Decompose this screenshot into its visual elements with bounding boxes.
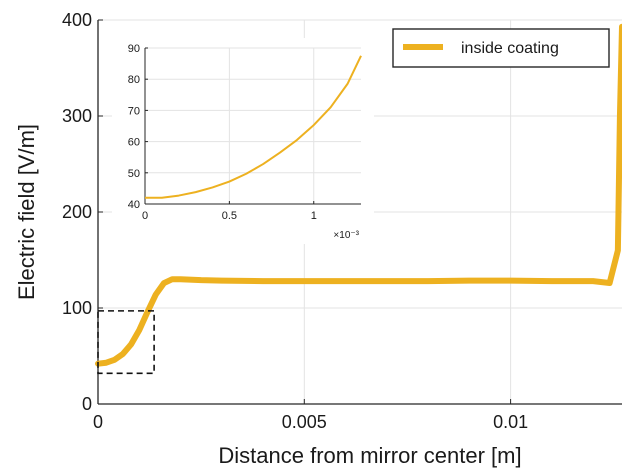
main-y-tick-label: 0 xyxy=(82,394,92,414)
inset-x-tick-label: 0.5 xyxy=(222,210,237,222)
inset-y-tick-label: 40 xyxy=(128,199,140,211)
inset-y-tick-label: 50 xyxy=(128,168,140,180)
main-y-tick-label: 100 xyxy=(62,298,92,318)
inset-x-tick-label: 1 xyxy=(311,210,317,222)
inset-y-tick-label: 80 xyxy=(128,74,140,86)
inset-y-tick-label: 90 xyxy=(128,43,140,55)
main-y-tick-label: 200 xyxy=(62,202,92,222)
inset-y-ticks: 40 50 60 70 80 90 xyxy=(128,43,148,211)
inset-x-exponent-label: ×10⁻³ xyxy=(333,230,359,241)
main-x-tick-label: 0 xyxy=(93,412,103,432)
y-axis-label: Electric field [V/m] xyxy=(14,124,39,300)
main-x-tick-label: 0.005 xyxy=(282,412,327,432)
inset-frame xyxy=(144,48,361,205)
main-x-tick-label: 0.01 xyxy=(493,412,528,432)
legend: inside coating xyxy=(392,28,610,68)
inset-x-tick-label: 0 xyxy=(142,210,148,222)
main-y-tick-label: 400 xyxy=(62,10,92,30)
inset-background xyxy=(112,38,374,244)
main-series xyxy=(95,23,622,367)
x-axis-label: Distance from mirror center [m] xyxy=(218,443,521,468)
main-y-tick-label: 300 xyxy=(62,106,92,126)
inset-series xyxy=(145,55,362,199)
inset-series-line xyxy=(145,55,362,199)
inset-x-ticks: 0 0.5 1 xyxy=(142,201,317,222)
main-y-ticks: 0 100 200 300 400 xyxy=(62,10,103,414)
series-line-inside-coating xyxy=(95,23,622,367)
inset-y-tick-label: 60 xyxy=(128,137,140,149)
legend-label: inside coating xyxy=(461,40,559,57)
inset-y-tick-label: 70 xyxy=(128,105,140,117)
zoom-region-box xyxy=(97,310,155,375)
main-x-ticks: 0 0.005 0.01 xyxy=(93,399,528,432)
